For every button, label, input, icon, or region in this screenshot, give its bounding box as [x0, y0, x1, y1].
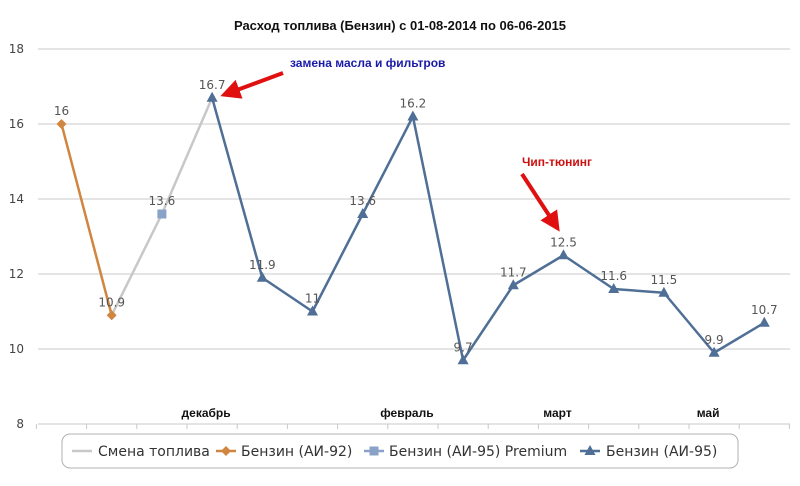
data-point-triangle — [708, 346, 720, 357]
annotation-oil-change: замена масла и фильтров — [290, 56, 445, 70]
y-tick-label: 8 — [16, 417, 24, 431]
data-label: 16 — [54, 104, 69, 118]
data-point-triangle — [206, 91, 218, 102]
data-label: 11.5 — [651, 273, 678, 287]
data-label: 11.6 — [600, 269, 627, 283]
data-point-triangle — [357, 208, 369, 218]
series-line — [210, 97, 765, 362]
legend-item[interactable]: Бензин (АИ-95) — [580, 444, 717, 460]
chart-title: Расход топлива (Бензин) с 01-08-2014 по … — [234, 18, 566, 33]
legend-item[interactable]: Бензин (АИ-92) — [216, 444, 352, 460]
annotation-arrow — [220, 71, 284, 99]
x-tick-label: декабрь — [182, 406, 231, 420]
data-label: 10.7 — [751, 303, 778, 317]
data-point-triangle — [457, 354, 469, 365]
y-tick-label: 12 — [9, 267, 24, 281]
legend-label: Смена топлива — [98, 444, 210, 460]
data-point-triangle — [307, 305, 318, 316]
legend[interactable]: Смена топлива Бензин (АИ-92) Бензин (АИ-95… — [61, 433, 739, 469]
data-label: 10.9 — [98, 295, 125, 309]
x-tick-label: май — [697, 406, 720, 420]
annotation-arrow — [520, 172, 560, 232]
x-tick-label: февраль — [380, 406, 433, 420]
annotation-chip-tuning: Чип-тюнинг — [522, 155, 592, 169]
x-axis-labels: декабрь февраль март май — [182, 406, 720, 420]
legend-item[interactable]: Бензин (АИ-95) Premium — [364, 444, 567, 460]
series: 16 10.9 13.6 16.7 11.9 11 13.6 16.2 9.7 11.7 12.5 1… — [54, 78, 778, 365]
data-point-triangle — [658, 286, 670, 297]
data-point-triangle — [507, 279, 519, 290]
legend-item[interactable]: Смена топлива — [72, 444, 210, 460]
data-point-square — [157, 209, 167, 219]
data-point-triangle — [608, 283, 620, 293]
data-point-triangle — [407, 110, 419, 121]
data-label: 9.7 — [454, 340, 473, 354]
data-label: 13.6 — [149, 194, 176, 208]
data-label: 11 — [305, 292, 320, 306]
data-point-triangle — [256, 271, 268, 282]
data-label: 16.2 — [400, 97, 427, 111]
y-tick-label: 16 — [9, 117, 24, 131]
x-tick-label: март — [543, 406, 572, 420]
y-tick-label: 10 — [9, 342, 24, 356]
data-point-square — [369, 446, 379, 456]
data-point-triangle — [584, 445, 596, 455]
data-point-triangle — [758, 316, 770, 327]
data-point-triangle — [558, 249, 569, 260]
y-tick-label: 18 — [9, 42, 24, 56]
legend-box — [61, 433, 739, 469]
data-label: 11.7 — [500, 265, 527, 279]
data-label: 9.9 — [705, 333, 724, 347]
legend-label: Бензин (АИ-92) — [241, 444, 352, 460]
grid: 8 10 12 14 16 18 — [9, 42, 790, 431]
data-point-diamond — [106, 310, 117, 321]
legend-label: Бензин (АИ-95) — [606, 444, 717, 460]
annotations: замена масла и фильтров Чип-тюнинг — [220, 56, 592, 232]
data-point-diamond — [56, 119, 67, 129]
data-label: 11.9 — [249, 258, 276, 272]
legend-label: Бензин (АИ-95) Premium — [389, 444, 567, 460]
data-label: 12.5 — [550, 235, 577, 249]
y-tick-label: 14 — [9, 192, 24, 206]
series-line — [60, 123, 113, 316]
data-label: 13.6 — [349, 194, 376, 208]
data-label: 16.7 — [199, 78, 226, 92]
data-point-diamond — [221, 446, 231, 456]
